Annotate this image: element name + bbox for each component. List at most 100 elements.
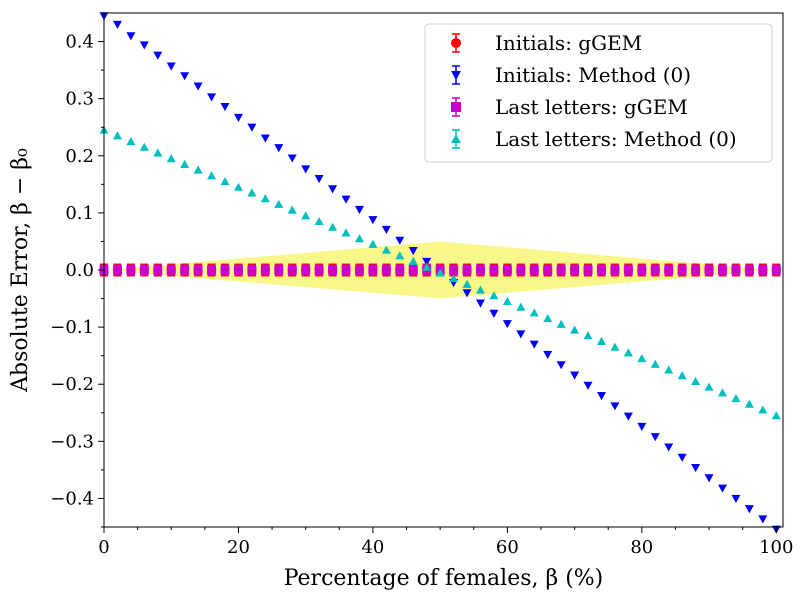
data-point <box>771 411 781 420</box>
legend-box <box>424 23 773 163</box>
data-point <box>704 382 714 391</box>
data-point <box>664 443 674 452</box>
data-point <box>771 265 781 275</box>
data-point <box>247 265 257 275</box>
series-2 <box>99 12 781 534</box>
data-point <box>435 268 445 277</box>
data-point <box>449 265 459 275</box>
data-point <box>691 376 701 385</box>
x-tick-label: 20 <box>227 537 250 558</box>
legend-item: Last letters: Method (0) <box>451 127 737 151</box>
data-point <box>717 265 727 275</box>
data-point <box>314 175 324 184</box>
data-point <box>529 265 539 275</box>
data-point <box>691 464 701 473</box>
data-point <box>623 265 633 275</box>
data-point <box>462 279 472 288</box>
data-point <box>677 371 687 380</box>
data-point <box>408 256 418 266</box>
data-point <box>529 308 539 317</box>
x-tick-label: 60 <box>496 537 519 558</box>
data-point <box>596 265 606 275</box>
legend-item: Last letters: gGEM <box>451 95 688 119</box>
data-point <box>489 265 499 275</box>
data-point <box>717 484 727 493</box>
data-point <box>395 251 405 260</box>
data-point <box>583 331 593 340</box>
data-point <box>381 245 391 254</box>
legend-label: Last letters: Method (0) <box>495 127 737 151</box>
data-point <box>570 265 580 275</box>
data-point <box>489 291 499 300</box>
data-point <box>193 265 203 275</box>
data-point <box>381 225 391 234</box>
data-point <box>744 265 754 275</box>
data-point <box>274 144 284 153</box>
data-point <box>341 228 351 237</box>
y-tick-label: 0.1 <box>65 203 94 224</box>
data-point <box>610 342 620 351</box>
data-point <box>153 148 163 157</box>
data-point <box>408 246 418 256</box>
x-tick-label: 100 <box>759 537 793 558</box>
data-point <box>328 185 338 194</box>
data-point <box>354 205 364 214</box>
x-tick-label: 40 <box>361 537 384 558</box>
data-point <box>744 399 754 408</box>
data-point <box>475 265 485 275</box>
data-point <box>301 165 311 174</box>
data-point <box>153 265 163 275</box>
data-point <box>677 265 687 275</box>
data-point <box>422 257 432 266</box>
y-tick-label: 0.0 <box>65 260 94 281</box>
data-point <box>180 72 190 81</box>
data-point <box>422 262 432 271</box>
data-point <box>529 340 539 349</box>
data-point <box>543 314 553 323</box>
data-point <box>731 494 741 503</box>
legend-item: Initials: gGEM <box>451 31 642 55</box>
data-point <box>408 265 418 275</box>
data-point <box>112 131 122 140</box>
data-point <box>596 336 606 345</box>
data-point <box>220 176 230 186</box>
data-point <box>166 62 176 71</box>
data-point <box>260 194 270 203</box>
data-point <box>314 265 324 275</box>
data-point <box>233 265 243 275</box>
y-tick-label: 0.4 <box>65 32 94 53</box>
data-point <box>650 359 660 368</box>
legend-marker <box>451 38 461 48</box>
plot-series <box>99 12 781 534</box>
y-axis-label: Absolute Error, β − β₀ <box>8 148 33 393</box>
data-point <box>126 32 136 41</box>
data-point <box>583 381 593 390</box>
series-4 <box>99 125 781 420</box>
data-point <box>516 302 526 311</box>
data-point <box>328 265 338 275</box>
data-point <box>153 51 163 60</box>
y-tick-label: −0.4 <box>50 488 94 509</box>
data-point <box>637 265 647 275</box>
data-point <box>475 285 485 294</box>
data-point <box>112 265 122 275</box>
data-point <box>207 171 217 180</box>
data-point <box>664 265 674 275</box>
data-point <box>180 159 190 168</box>
data-point <box>341 265 351 275</box>
data-point <box>260 265 270 275</box>
data-point <box>126 137 136 146</box>
data-point <box>556 361 566 370</box>
data-point <box>650 433 660 442</box>
data-point <box>166 265 176 275</box>
x-axis-label: Percentage of females, β (%) <box>284 566 604 591</box>
x-tick-label: 0 <box>98 537 109 558</box>
data-point <box>704 474 714 483</box>
data-point <box>543 265 553 275</box>
x-tick-label: 80 <box>630 537 653 558</box>
data-point <box>247 188 257 197</box>
data-point <box>650 265 660 275</box>
data-point <box>274 265 284 275</box>
data-point <box>341 195 351 204</box>
